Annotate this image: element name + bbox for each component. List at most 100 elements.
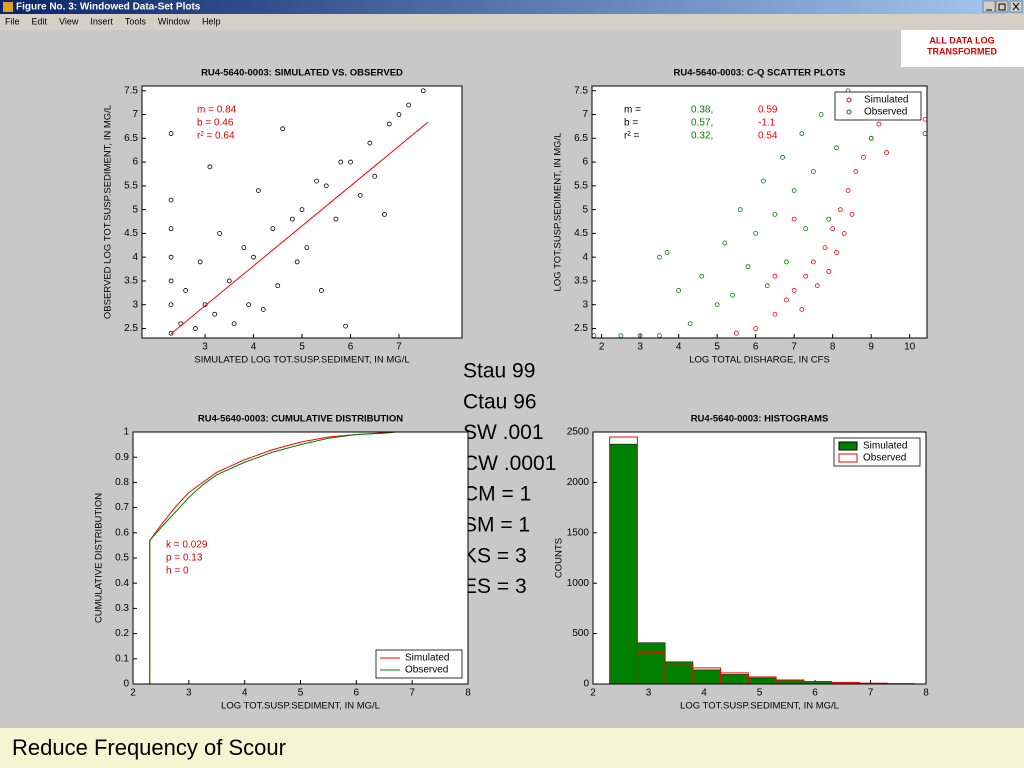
x-tick-label: 3 [202,342,208,353]
annotation: b = [624,118,638,129]
y-tick-label: 2.5 [574,323,588,334]
legend-swatch [838,453,858,463]
y-tick-label: 6 [132,157,138,168]
point [299,207,305,213]
point [241,245,247,251]
x-tick-label: 8 [465,688,471,699]
point [372,173,378,179]
menu-item[interactable]: Tools [125,16,147,26]
point [830,226,836,232]
annotation: p = 0.13 [166,553,203,564]
point [168,330,174,336]
point [837,207,843,213]
point [834,250,839,255]
annotation: 0.59 [758,105,778,116]
y-tick-label: 4.5 [574,228,588,239]
point [168,302,174,308]
point [168,131,174,136]
y-tick-label: 4 [582,252,588,263]
point [314,178,319,184]
annotation: 0.54 [758,131,778,142]
y-tick-label: 0.8 [115,477,129,488]
plot-area [592,86,927,338]
y-tick-label: 2500 [567,427,590,438]
y-tick-label: 3.5 [574,276,588,287]
point [868,135,874,141]
y-tick-label: 0.9 [115,452,129,463]
legend-box [375,649,463,679]
y-axis-label: OBSERVED LOG TOT.SUSP.SEDIMENT, IN MG/L [103,105,114,319]
y-tick-label: 7.5 [574,85,588,96]
x-tick-label: 3 [186,688,192,699]
note: ALL DATA LOG [929,35,994,45]
annotation: r² = 0.64 [197,131,235,142]
menu-item[interactable]: Edit [32,16,48,26]
y-tick-label: 3 [582,299,588,310]
point [753,326,759,331]
x-tick-label: 10 [904,342,916,353]
y-tick-label: 5.5 [124,180,138,191]
point [168,226,174,232]
legend-swatch [846,109,852,115]
footer: Reduce Frequency of Scour [12,735,286,760]
menu-item[interactable]: Window [158,16,191,26]
point [853,169,859,174]
y-tick-label: 7 [132,109,138,120]
x-tick-label: 7 [791,342,797,353]
menu-item[interactable]: Insert [90,16,113,26]
point [280,126,286,132]
bar [748,677,777,684]
point [876,121,882,127]
y-axis-label: COUNTS [554,538,565,578]
point [733,330,739,336]
menu-item[interactable]: Help [202,16,221,26]
menu-item[interactable]: File [5,16,20,26]
x-tick-label: 6 [354,688,360,699]
point [791,216,797,222]
x-tick-label: 6 [753,342,759,353]
menu-bar [0,14,1024,30]
parameter: CW .0001 [463,452,556,475]
point [192,326,198,331]
point [845,188,851,194]
minimize-button[interactable] [982,0,996,13]
annotation: -1.1 [758,118,776,129]
menu-item[interactable]: View [59,16,79,26]
x-tick-label: 7 [868,688,874,699]
plot-frame [591,85,928,339]
y-tick-label: 5 [132,204,138,215]
point [826,216,832,222]
point [811,169,816,174]
annotation: h = 0 [166,566,189,577]
bar [720,674,749,684]
point [791,188,797,194]
x-tick-label: 2 [599,342,605,353]
bar [664,661,694,684]
point [396,112,402,117]
point [217,230,222,236]
point [270,226,276,232]
plot-frame [132,431,469,685]
y-tick-label: 0.2 [115,628,129,639]
legend-label: Simulated [863,441,907,452]
app-icon [3,2,13,12]
point [348,159,353,165]
x-tick-label: 4 [251,342,257,353]
y-tick-label: 7 [582,109,588,120]
y-tick-label: 1500 [567,527,590,538]
point [737,207,743,213]
point [772,211,778,217]
maximize-button[interactable] [995,0,1009,13]
parameter: Stau 99 [463,360,535,383]
point [664,250,670,255]
point [772,311,778,317]
point [420,88,426,94]
point [799,307,805,312]
note: TRANSFORMED [927,46,997,56]
point [255,188,261,194]
point [803,226,809,232]
x-tick-label: 9 [868,342,874,353]
x-tick-label: 2 [590,688,596,699]
x-tick-label: 8 [830,342,836,353]
point [168,254,174,260]
